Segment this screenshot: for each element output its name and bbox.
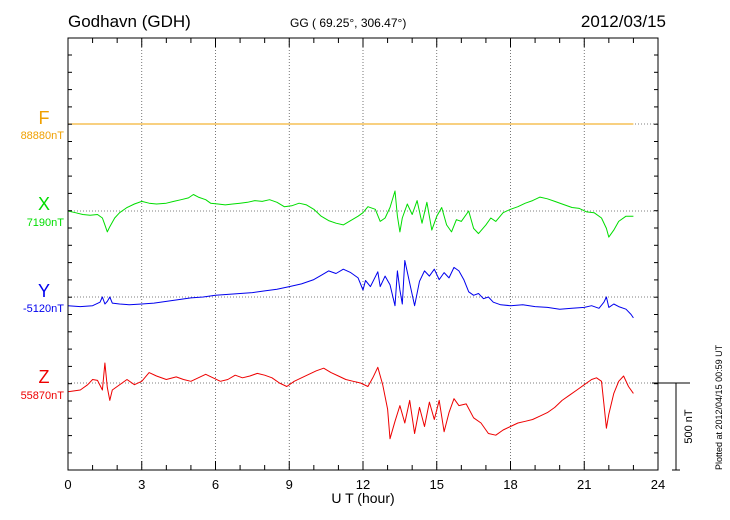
scale-bar-label: 500 nT xyxy=(683,409,695,444)
channel-y-baseline: -5120nT xyxy=(23,303,64,315)
channel-f-baseline: 88880nT xyxy=(20,130,64,142)
trace-x xyxy=(67,190,634,238)
axis-ticks: 0 3 6 9 12 15 18 21 24 xyxy=(64,38,665,492)
x-tick-label: 15 xyxy=(430,477,444,492)
station-name: Godhavn (GDH) xyxy=(68,12,191,31)
channel-x-label: X xyxy=(37,194,50,214)
x-tick-label: 12 xyxy=(356,477,370,492)
grid-lines xyxy=(141,38,585,470)
x-tick-label: 9 xyxy=(286,477,293,492)
scale-bar: 500 nT xyxy=(652,382,695,471)
channel-f-label: F xyxy=(38,108,50,128)
x-tick-label: 18 xyxy=(503,477,517,492)
x-tick-label: 3 xyxy=(138,477,145,492)
series-traces xyxy=(67,123,634,440)
trace-y xyxy=(67,260,634,319)
channel-y-label: Y xyxy=(37,281,50,301)
x-tick-label: 21 xyxy=(577,477,591,492)
channel-z-label: Z xyxy=(38,367,50,387)
plot-date: 2012/03/15 xyxy=(580,12,666,31)
x-tick-label: 6 xyxy=(212,477,219,492)
trace-z xyxy=(67,362,634,440)
channel-z-baseline: 55870nT xyxy=(20,390,64,402)
x-axis-label: U T (hour) xyxy=(331,490,394,506)
x-tick-label: 0 xyxy=(64,477,71,492)
station-coordinates: GG ( 69.25°, 306.47°) xyxy=(290,16,407,30)
plotted-timestamp: Plotted at 2012/04/15 00:59 UT xyxy=(714,344,724,470)
x-tick-label: 24 xyxy=(651,477,665,492)
channel-x-baseline: 7190nT xyxy=(26,217,64,229)
